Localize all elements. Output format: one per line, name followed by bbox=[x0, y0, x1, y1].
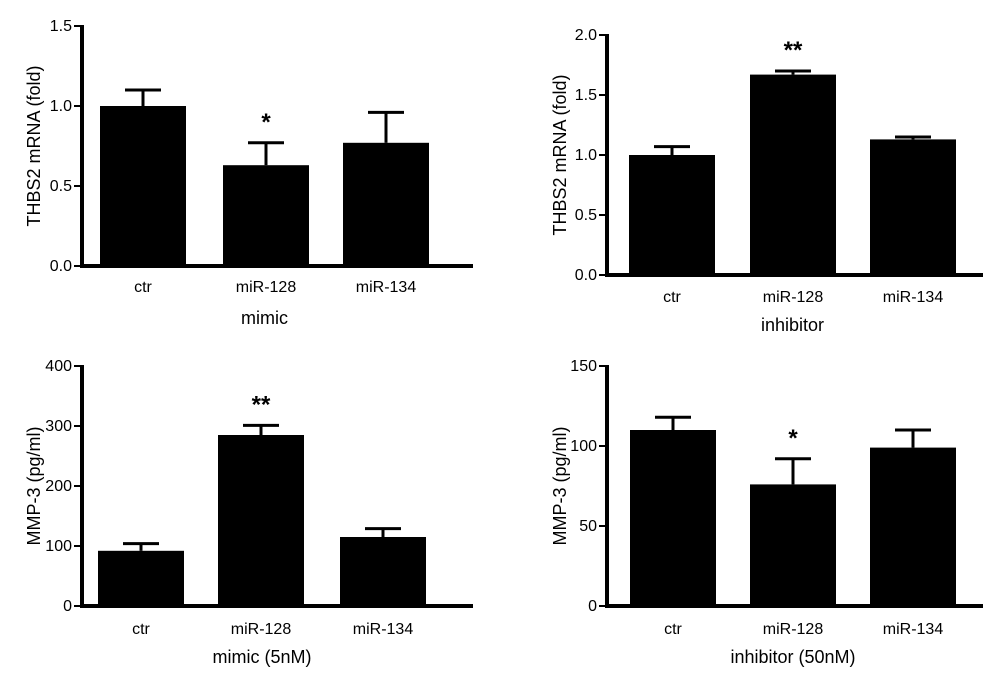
bar bbox=[100, 106, 186, 266]
y-tick-label: 1.0 bbox=[575, 147, 597, 164]
y-axis-title: MMP-3 (pg/ml) bbox=[550, 426, 570, 545]
y-axis-title: THBS2 mRNA (fold) bbox=[550, 74, 570, 235]
bar bbox=[629, 155, 715, 275]
y-tick-label: 1.0 bbox=[50, 98, 72, 115]
bar bbox=[340, 537, 426, 606]
y-tick-label: 0.5 bbox=[575, 207, 597, 224]
bar bbox=[750, 484, 836, 606]
y-tick-label: 0 bbox=[63, 598, 72, 615]
significance-mark: ** bbox=[252, 391, 271, 418]
x-axis-title: inhibitor (50nM) bbox=[730, 647, 855, 667]
bar bbox=[870, 139, 956, 275]
bar bbox=[98, 550, 184, 606]
bar bbox=[630, 430, 716, 606]
y-tick-label: 50 bbox=[579, 518, 597, 535]
panel-thbs2-mimic: 0.0 0.5 1.0 1.5 ctr * miR-128 miR-134 mimic THBS2… bbox=[24, 18, 473, 328]
category-label: miR-128 bbox=[231, 621, 292, 638]
bar bbox=[223, 165, 309, 266]
y-tick-label: 0 bbox=[588, 598, 597, 615]
y-tick-label: 200 bbox=[45, 478, 72, 495]
category-label: miR-128 bbox=[763, 621, 824, 638]
category-label: miR-134 bbox=[883, 289, 944, 306]
panel-mmp3-mimic: 0 100 200 300 400 ctr ** miR-128 miR-134 mimic (5… bbox=[24, 358, 473, 667]
y-axis-title: THBS2 mRNA (fold) bbox=[24, 65, 44, 226]
category-label: ctr bbox=[132, 621, 150, 638]
significance-mark: * bbox=[788, 425, 798, 452]
x-axis-title: mimic bbox=[241, 308, 288, 328]
category-label: miR-128 bbox=[763, 289, 824, 306]
y-tick-label: 100 bbox=[570, 438, 597, 455]
category-label: miR-128 bbox=[236, 279, 297, 296]
y-axis-title: MMP-3 (pg/ml) bbox=[24, 426, 44, 545]
y-tick-label: 0.5 bbox=[50, 178, 72, 195]
x-axis-title: mimic (5nM) bbox=[213, 647, 312, 667]
bar bbox=[870, 447, 956, 606]
category-label: ctr bbox=[663, 289, 681, 306]
category-label: miR-134 bbox=[356, 279, 417, 296]
y-tick-label: 2.0 bbox=[575, 27, 597, 44]
bar bbox=[750, 74, 836, 275]
x-axis-title: inhibitor bbox=[761, 315, 824, 335]
category-label: miR-134 bbox=[883, 621, 944, 638]
y-tick-label: 400 bbox=[45, 358, 72, 375]
category-label: miR-134 bbox=[353, 621, 414, 638]
y-tick-label: 300 bbox=[45, 418, 72, 435]
category-label: ctr bbox=[664, 621, 682, 638]
bar bbox=[218, 435, 304, 606]
bar bbox=[343, 142, 429, 266]
y-tick-label: 1.5 bbox=[575, 87, 597, 104]
y-tick-label: 1.5 bbox=[50, 18, 72, 35]
y-tick-label: 0.0 bbox=[575, 267, 597, 284]
y-tick-label: 0.0 bbox=[50, 258, 72, 275]
panel-mmp3-inhibitor: 0 50 100 150 ctr * miR-128 miR-134 inhibitor (50… bbox=[550, 358, 983, 667]
y-tick-label: 100 bbox=[45, 538, 72, 555]
y-tick-label: 150 bbox=[570, 358, 597, 375]
significance-mark: ** bbox=[784, 37, 803, 64]
category-label: ctr bbox=[134, 279, 152, 296]
significance-mark: * bbox=[261, 109, 271, 136]
panel-thbs2-inhibitor: 0.0 0.5 1.0 1.5 2.0 ctr ** miR-128 miR-134 inhibi… bbox=[550, 27, 983, 335]
